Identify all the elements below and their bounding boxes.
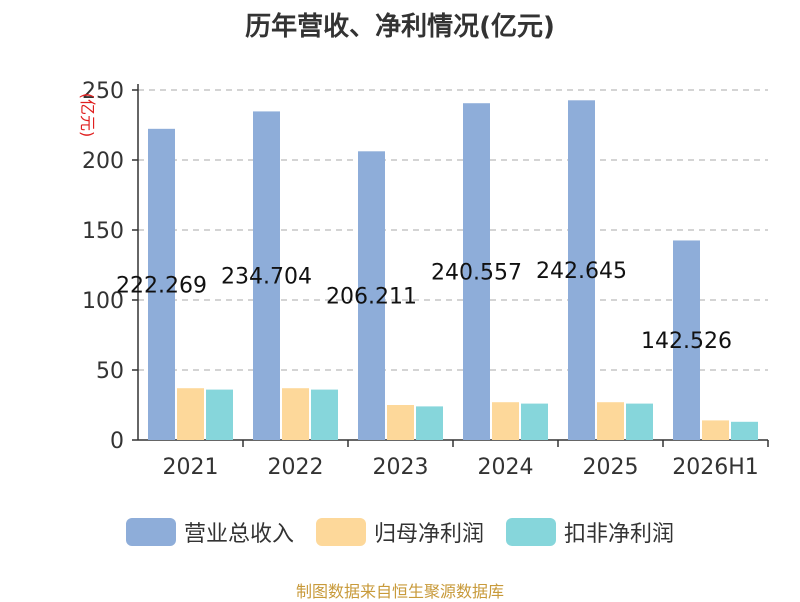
x-tick-label: 2025 <box>583 455 639 480</box>
data-label: 206.211 <box>326 285 417 310</box>
y-tick-label: 0 <box>110 429 124 454</box>
y-tick-label: 250 <box>82 79 124 104</box>
x-tick-label: 2023 <box>373 455 429 480</box>
bar-deducted-profit <box>521 403 548 440</box>
data-source-note: 制图数据来自恒生聚源数据库 <box>295 582 504 601</box>
x-tick-label: 2024 <box>478 455 534 480</box>
bar-revenue <box>463 103 490 440</box>
data-label: 234.704 <box>221 265 312 290</box>
legend-swatch-net-profit <box>315 518 366 546</box>
bar-net-profit <box>387 405 414 440</box>
legend-label-revenue: 营业总收入 <box>183 522 294 547</box>
y-tick-label: 200 <box>82 149 124 174</box>
y-tick-label: 100 <box>82 289 124 314</box>
bar-net-profit <box>177 388 204 440</box>
chart-legend: 营业总收入 归母净利润 扣非净利润 <box>0 516 800 548</box>
legend-label-net-profit: 归母净利润 <box>373 522 484 547</box>
bar-net-profit <box>282 388 309 440</box>
bar-deducted-profit <box>206 389 233 440</box>
data-label: 142.526 <box>641 329 732 354</box>
bar-revenue <box>673 240 700 440</box>
legend-item-revenue[interactable]: 营业总收入 <box>125 516 294 548</box>
bar-deducted-profit <box>311 389 338 440</box>
bar-revenue <box>568 100 595 440</box>
legend-swatch-revenue <box>125 518 176 546</box>
bar-net-profit <box>702 420 729 440</box>
x-tick-label: 2026H1 <box>672 455 759 480</box>
x-tick-label: 2022 <box>268 455 324 480</box>
legend-item-deducted-profit[interactable]: 扣非净利润 <box>506 516 674 548</box>
y-tick-label: 150 <box>82 219 124 244</box>
bar-net-profit <box>597 402 624 440</box>
bar-revenue <box>253 111 280 440</box>
legend-label-deducted-profit: 扣非净利润 <box>564 522 675 547</box>
y-axis-label: (亿元) <box>78 93 97 138</box>
bar-deducted-profit <box>731 421 758 440</box>
x-tick-label: 2021 <box>163 455 219 480</box>
data-label: 222.269 <box>116 273 207 298</box>
bar-net-profit <box>492 402 519 440</box>
bar-deducted-profit <box>416 406 443 440</box>
legend-item-net-profit[interactable]: 归母净利润 <box>315 516 484 548</box>
data-label: 242.645 <box>536 259 627 284</box>
chart-title: 历年营收、净利情况(亿元) <box>245 12 555 42</box>
bar-revenue <box>148 128 175 440</box>
bar-revenue <box>358 151 385 440</box>
legend-swatch-deducted-profit <box>506 518 556 546</box>
y-tick-label: 50 <box>96 359 124 384</box>
bar-deducted-profit <box>626 403 653 440</box>
data-label: 240.557 <box>431 261 522 286</box>
